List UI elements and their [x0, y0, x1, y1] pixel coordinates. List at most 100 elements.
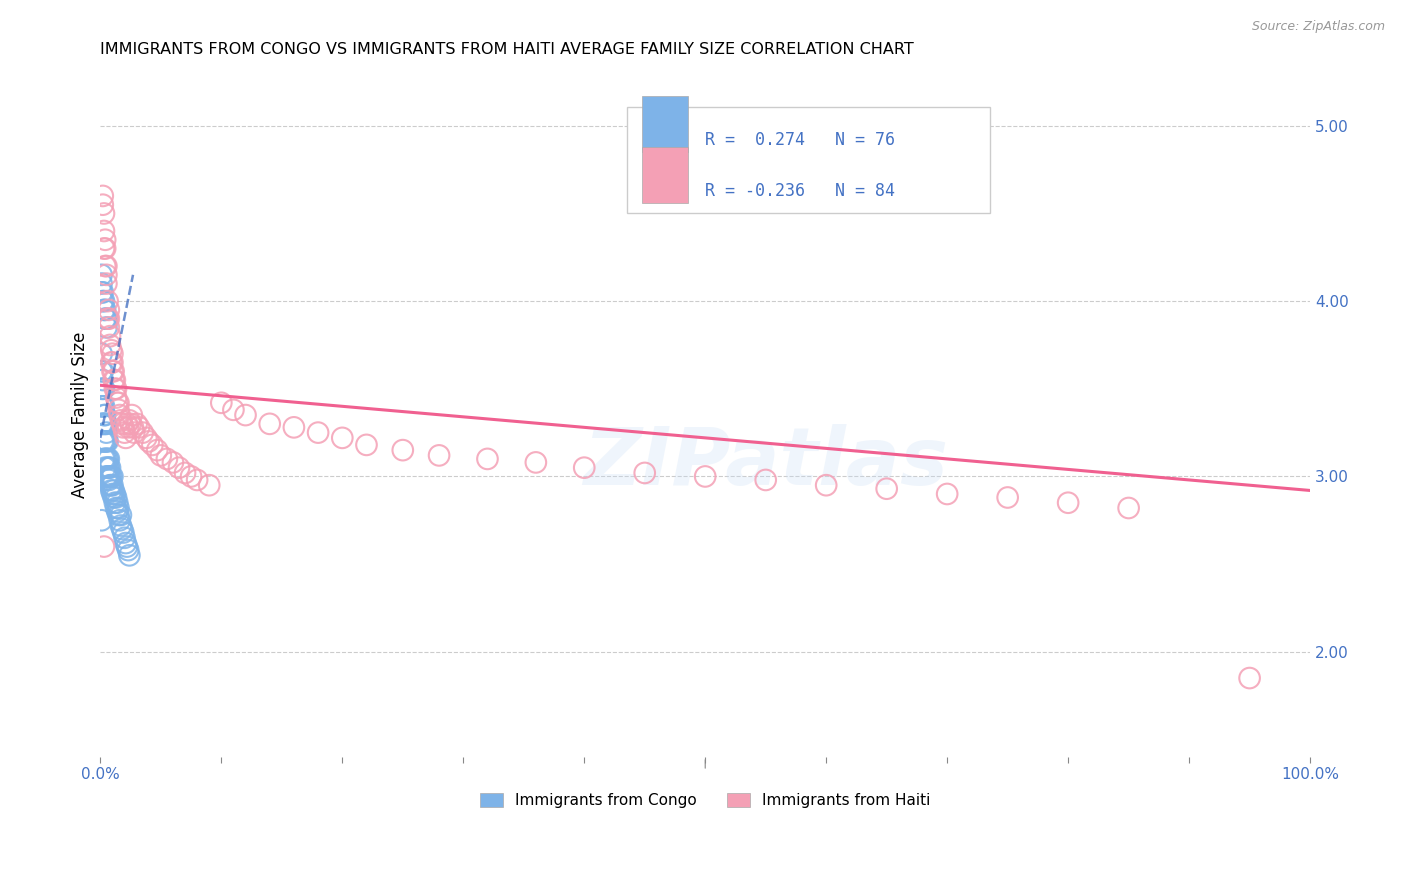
Point: [180, 469, 202, 483]
Point: [209, 396, 232, 410]
Point: [96, 268, 118, 282]
Point: [104, 373, 127, 387]
Bar: [643, 146, 689, 202]
Point: [93, 302, 115, 317]
Point: [146, 443, 169, 458]
Point: [115, 540, 138, 554]
Point: [96, 320, 118, 334]
Point: [103, 483, 125, 498]
Point: [93, 400, 115, 414]
Text: ZIPatlas: ZIPatlas: [583, 424, 948, 502]
Point: [131, 425, 153, 440]
Point: [90, 400, 112, 414]
Point: [105, 504, 128, 518]
Point: [90, 347, 112, 361]
Point: [97, 460, 120, 475]
Point: [97, 451, 120, 466]
Point: [149, 449, 172, 463]
Point: [97, 469, 120, 483]
Point: [90, 364, 112, 378]
Point: [90, 382, 112, 396]
Point: [117, 543, 139, 558]
Point: [96, 417, 118, 431]
Point: [108, 408, 131, 422]
Point: [104, 382, 127, 396]
Point: [574, 460, 596, 475]
Point: [141, 438, 163, 452]
Point: [96, 425, 118, 440]
Point: [100, 355, 122, 369]
Point: [97, 311, 120, 326]
Point: [97, 473, 120, 487]
Text: Source: ZipAtlas.com: Source: ZipAtlas.com: [1251, 20, 1385, 33]
Point: [755, 473, 778, 487]
Point: [307, 425, 329, 440]
Point: [93, 206, 115, 220]
Point: [104, 487, 127, 501]
Point: [94, 417, 117, 431]
Point: [1239, 671, 1261, 685]
Point: [138, 434, 160, 449]
Point: [115, 417, 138, 431]
Point: [93, 417, 115, 431]
Point: [105, 391, 128, 405]
Point: [427, 449, 450, 463]
Point: [98, 478, 121, 492]
Point: [90, 285, 112, 300]
Point: [97, 469, 120, 483]
Point: [105, 501, 128, 516]
Point: [524, 455, 547, 469]
Point: [107, 508, 129, 522]
Point: [222, 402, 245, 417]
Point: [114, 425, 136, 440]
Point: [815, 478, 838, 492]
Point: [198, 478, 221, 492]
Point: [97, 434, 120, 449]
Point: [90, 277, 112, 291]
Point: [90, 513, 112, 527]
Point: [96, 469, 118, 483]
Point: [112, 420, 135, 434]
Point: [114, 536, 136, 550]
Point: [93, 224, 115, 238]
Point: [174, 466, 197, 480]
Point: [93, 408, 115, 422]
Point: [122, 425, 145, 440]
Point: [101, 478, 124, 492]
Point: [125, 417, 148, 431]
Point: [91, 294, 114, 309]
Point: [97, 294, 120, 309]
Point: [94, 311, 117, 326]
Point: [259, 417, 281, 431]
Point: [93, 294, 115, 309]
Point: [91, 197, 114, 211]
Point: [1057, 496, 1080, 510]
Point: [135, 431, 157, 445]
Point: [391, 443, 413, 458]
Point: [94, 434, 117, 449]
Point: [93, 451, 115, 466]
Point: [108, 513, 131, 527]
Point: [156, 451, 179, 466]
Point: [100, 478, 122, 492]
Point: [114, 531, 136, 545]
Point: [91, 189, 114, 203]
Point: [111, 417, 134, 431]
Point: [96, 434, 118, 449]
Point: [107, 501, 129, 516]
Point: [93, 382, 115, 396]
Point: [91, 373, 114, 387]
Point: [97, 451, 120, 466]
Point: [100, 343, 122, 358]
Point: [111, 522, 134, 536]
Point: [997, 491, 1019, 505]
Point: [94, 242, 117, 256]
Point: [110, 413, 132, 427]
Point: [100, 483, 122, 498]
Text: R = -0.236   N = 84: R = -0.236 N = 84: [706, 182, 896, 200]
Point: [96, 259, 118, 273]
Point: [91, 382, 114, 396]
Point: [94, 302, 117, 317]
Point: [97, 320, 120, 334]
Point: [634, 466, 657, 480]
